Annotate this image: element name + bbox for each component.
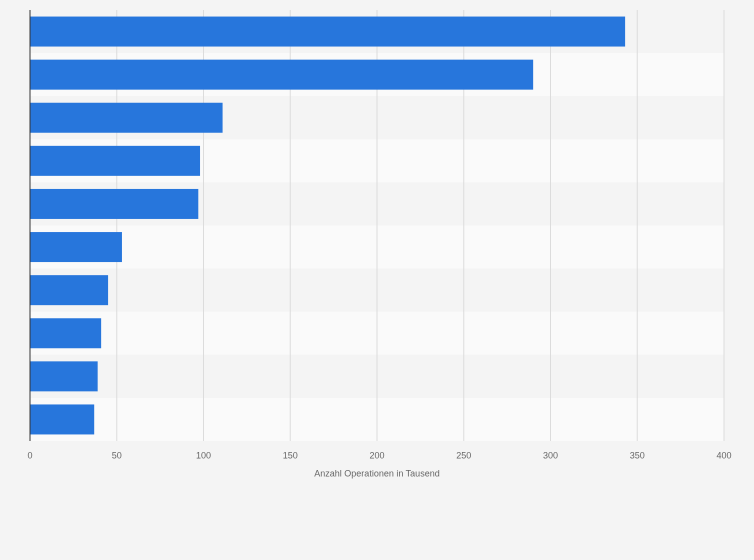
x-tick-label: 400 [716, 450, 731, 460]
bar [30, 318, 102, 349]
bar [30, 404, 95, 435]
x-tick-label: 50 [112, 450, 122, 460]
x-tick-label: 350 [630, 450, 645, 460]
bar [30, 361, 98, 392]
x-tick-label: 100 [196, 450, 211, 460]
x-tick-label: 250 [456, 450, 471, 460]
x-axis-label: Anzahl Operationen in Tausend [314, 468, 439, 478]
bar [30, 145, 201, 176]
bar [30, 275, 109, 306]
bar [30, 59, 534, 90]
bar [30, 102, 223, 133]
bar [30, 232, 122, 263]
bar [30, 16, 626, 47]
x-tick-label: 150 [283, 450, 298, 460]
x-tick-label: 200 [369, 450, 384, 460]
bar [30, 188, 199, 219]
x-tick-label: 0 [27, 450, 32, 460]
x-tick-label: 300 [543, 450, 558, 460]
